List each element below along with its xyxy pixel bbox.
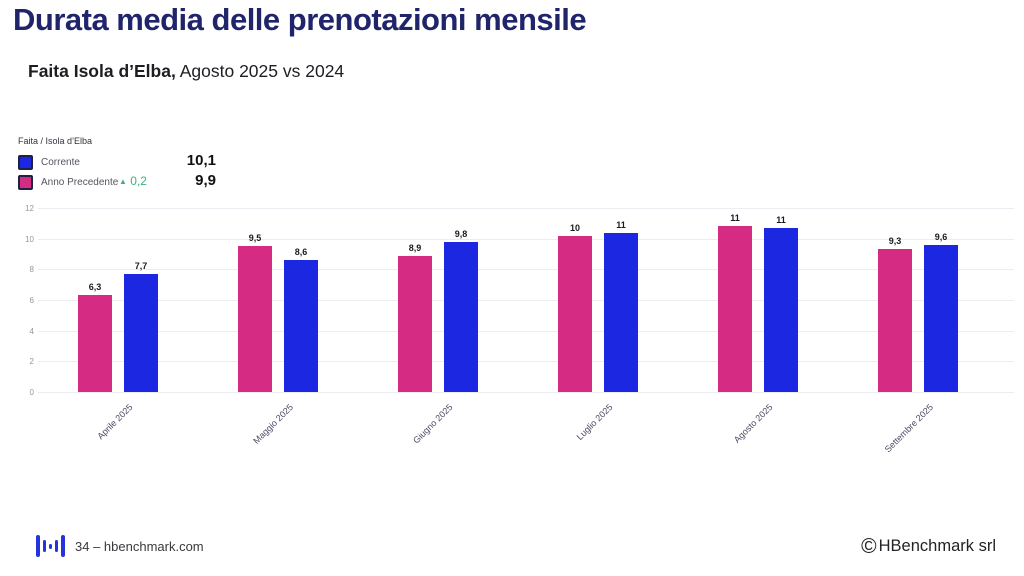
x-axis-labels: Aprile 2025 Maggio 2025 Giugno 2025 Luglio … xyxy=(38,392,1014,462)
bar-anno-precedente xyxy=(238,246,272,392)
y-tick-label: 4 xyxy=(29,326,34,336)
bar-anno-precedente xyxy=(718,226,752,392)
footer-branding: 34 – hbenchmark.com xyxy=(36,533,204,559)
bar-value-label: 9,6 xyxy=(934,231,948,242)
page-title: Durata media delle prenotazioni mensile xyxy=(13,2,587,37)
arrow-up-icon: ▲ xyxy=(119,177,127,186)
legend-row-anno-precedente[interactable]: Anno Precedente ▲ 0,2 9,9 xyxy=(18,172,238,192)
bar-corrente xyxy=(924,244,958,392)
legend-label-anno-precedente: Anno Precedente xyxy=(41,176,119,188)
bar-anno-precedente xyxy=(398,255,432,392)
x-tick-label: Agosto 2025 xyxy=(732,402,776,445)
gridline xyxy=(38,330,1014,332)
bar-anno-precedente xyxy=(78,295,112,392)
bar-corrente xyxy=(764,227,798,392)
x-tick-label: Maggio 2025 xyxy=(251,402,296,446)
gridline xyxy=(38,269,1014,271)
y-tick-label: 12 xyxy=(25,204,34,213)
bar-corrente xyxy=(444,241,478,392)
bar-value-label: 9,5 xyxy=(248,233,262,244)
x-tick-label: Aprile 2025 xyxy=(95,402,136,442)
gridline xyxy=(38,238,1014,240)
bar-value-label: 6,3 xyxy=(88,282,102,293)
plot-area: 6,3 7,7 9,5 8,6 8,9 9,8 10 11 11 11 9,3 9,6 xyxy=(38,208,1014,393)
gridline xyxy=(38,208,1014,209)
gridline xyxy=(38,300,1014,301)
bar-value-label: 10 xyxy=(569,222,580,233)
legend-row-corrente[interactable]: Corrente 10,1 xyxy=(18,152,238,172)
gridline xyxy=(38,361,1014,363)
x-tick-label: Luglio 2025 xyxy=(575,402,616,442)
corrente-swatch-icon xyxy=(18,154,33,170)
delta-badge: ▲ 0,2 xyxy=(119,174,147,188)
copyright-text: HBenchmark srl xyxy=(878,537,996,555)
hbenchmark-logo-icon xyxy=(36,533,65,559)
delta-value: 0,2 xyxy=(130,174,147,188)
legend-value-corrente: 10,1 xyxy=(186,152,216,169)
legend-value-anno-precedente: 9,9 xyxy=(195,172,216,189)
bar-anno-precedente xyxy=(878,249,912,392)
y-tick-label: 10 xyxy=(25,234,34,244)
chart-legend: Faita / Isola d’Elba Corrente 10,1 Anno … xyxy=(18,136,238,192)
bar-value-label: 8,6 xyxy=(294,247,308,258)
subtitle-period: Agosto 2025 vs 2024 xyxy=(175,61,345,81)
bar-value-label: 9,8 xyxy=(454,228,468,239)
gridline xyxy=(38,392,1014,393)
bar-corrente xyxy=(124,273,158,392)
page-number-link[interactable]: 34 – hbenchmark.com xyxy=(75,538,204,554)
legend-header: Faita / Isola d’Elba xyxy=(18,136,93,146)
bar-corrente xyxy=(284,260,318,392)
x-tick-label: Giugno 2025 xyxy=(411,402,456,446)
bar-value-label: 11 xyxy=(730,213,740,224)
legend-label-corrente: Corrente xyxy=(41,156,80,168)
bar-value-label: 7,7 xyxy=(134,260,148,271)
bar-anno-precedente xyxy=(558,235,592,392)
copyright-notice: © HBenchmark srl xyxy=(861,536,996,557)
copyright-icon: © xyxy=(861,535,877,558)
subtitle-property: Faita Isola d’Elba, xyxy=(28,61,176,81)
x-tick-label: Settembre 2025 xyxy=(882,402,936,455)
y-tick-label: 2 xyxy=(29,357,34,367)
y-tick-label: 8 xyxy=(29,265,34,275)
anno-precedente-swatch-icon xyxy=(18,174,33,190)
bar-value-label: 9,3 xyxy=(888,236,902,247)
y-tick-label: 0 xyxy=(29,388,34,397)
bar-value-label: 11 xyxy=(776,214,786,225)
page-subtitle: Faita Isola d’Elba, Agosto 2025 vs 2024 xyxy=(28,61,344,82)
bar-value-label: 8,9 xyxy=(408,242,422,253)
bar-value-label: 11 xyxy=(616,219,626,230)
bar-corrente xyxy=(604,232,638,392)
y-tick-label: 6 xyxy=(29,296,34,305)
